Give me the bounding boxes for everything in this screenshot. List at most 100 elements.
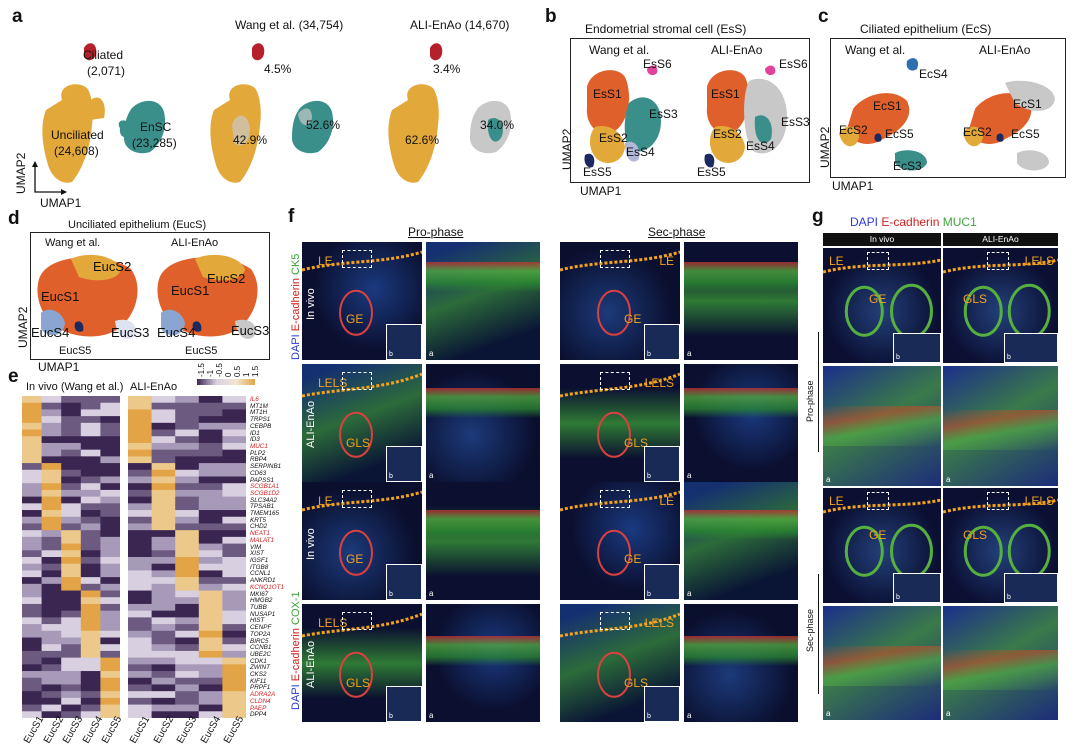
f-bot-ecad: E-cadherin [290, 628, 302, 682]
heatmap-cell [222, 523, 247, 531]
heatmap-cell [100, 657, 121, 665]
heatmap-cell [100, 456, 121, 464]
heatmap-cell [80, 711, 101, 719]
heatmap-cell [61, 711, 82, 719]
c-ecs3: EcS3 [893, 159, 922, 173]
heatmap-cell [22, 583, 43, 592]
heatmap-cell [100, 550, 121, 558]
g-image-grid: LE GE b LELS GLS b a a LE GE b LELS GLS b a a [823, 248, 1058, 720]
umap1-label-a: UMAP1 [40, 196, 82, 210]
heatmap-cell [100, 563, 121, 571]
heatmap-cell [80, 577, 101, 585]
heatmap-cell [198, 563, 223, 571]
heatmap-cell [198, 570, 223, 578]
heatmap-cell [198, 664, 223, 672]
heatmap-cell [22, 429, 43, 437]
f-gland-label: GE [346, 552, 364, 566]
gene-label: XIST [250, 550, 264, 558]
heatmap-cell [128, 630, 153, 638]
heatmap-cell [198, 711, 223, 719]
g-surface-label: LE [829, 254, 844, 268]
heatmap-cell [80, 597, 101, 605]
heatmap-cell [80, 590, 101, 598]
heatmap-cell [222, 691, 247, 699]
heatmap-cell [41, 610, 62, 618]
heatmap-cell [61, 590, 82, 598]
heatmap-cell [222, 409, 247, 417]
g-dapi: DAPI [850, 215, 879, 229]
heatmap-cell [198, 449, 223, 457]
umap2-label-a: UMAP2 [14, 152, 28, 194]
heatmap-cell [61, 416, 82, 424]
heatmap-cell [22, 610, 43, 618]
f-zoom-letter-a: a [429, 589, 434, 598]
heatmap-cell [80, 630, 101, 638]
heatmap-cell [61, 516, 82, 524]
heatmap-cell [100, 697, 121, 706]
heatmap-cell [222, 463, 247, 471]
heatmap-cell [80, 409, 101, 417]
f-micrograph: a [426, 364, 540, 482]
f-surface-label: LELS [644, 376, 674, 390]
heatmap-cell [151, 516, 176, 524]
heatmap-cell [22, 704, 43, 712]
heatmap-cell [22, 422, 43, 431]
gene-label: KIF11 [250, 677, 267, 685]
g-zoom-letter-a: a [826, 475, 831, 484]
umap-a-ali [378, 40, 538, 190]
heatmap-cell [128, 657, 153, 665]
heatmap-cell [80, 489, 101, 498]
heatmap-cell [41, 603, 62, 612]
f-micrograph: a [426, 604, 540, 722]
heatmap-cell [80, 677, 101, 685]
heatmap-cell [100, 664, 121, 672]
heatmap-right-title: ALI-EnAo [130, 381, 178, 393]
heatmap-cell [175, 483, 200, 491]
f-zoom-band [684, 636, 798, 666]
heatmap-cell [22, 624, 43, 632]
heatmap-cell [175, 510, 200, 518]
b-ess3-left: EsS3 [649, 107, 678, 121]
heatmap-cell [198, 610, 223, 618]
heatmap-cell [41, 583, 62, 592]
heatmap-cell [22, 684, 43, 692]
legend-tick: -1 [206, 369, 215, 377]
heatmap-cell [100, 516, 121, 524]
heatmap-cell [100, 429, 121, 437]
heatmap-cell [198, 402, 223, 410]
g-inset-letter-b: b [1007, 354, 1011, 361]
f-bot-cox: COX-1 [290, 591, 302, 625]
f-gland-label: GE [346, 312, 364, 326]
wang-unciliated-pct: 42.9% [233, 133, 268, 147]
heatmap-cell [128, 503, 153, 511]
heatmap-cell [175, 402, 200, 410]
heatmap-cell [128, 530, 153, 538]
heatmap-cell [198, 603, 223, 612]
heatmap-cell [175, 570, 200, 578]
heatmap-cell [128, 516, 153, 524]
heatmap-cell [128, 469, 153, 477]
panel-d-wang: Wang et al. [45, 237, 101, 249]
heatmap-cell [151, 691, 176, 699]
heatmap-cell [61, 697, 82, 706]
heatmap-cell [61, 557, 82, 565]
heatmap-cell [151, 577, 176, 585]
gene-label: IGSF1 [250, 557, 269, 564]
heatmap-cell [198, 543, 223, 551]
heatmap-cell [151, 597, 176, 605]
f-zoom-band [426, 510, 540, 540]
wang-ciliated-pct: 4.5% [264, 62, 292, 76]
heatmap-cell [222, 503, 247, 511]
g-header-ali: ALI-EnAo [943, 233, 1058, 246]
heatmap-cell [175, 610, 200, 618]
heatmap-cell [198, 650, 223, 659]
heatmap-cell [128, 563, 153, 571]
heatmap-cell [198, 436, 223, 444]
panel-c-wang: Wang et al. [845, 43, 906, 57]
heatmap-cell [151, 637, 176, 645]
ensc-count: (23,285) [132, 136, 177, 150]
f-zoom-letter-a: a [687, 589, 692, 598]
f-zoom-box-a [600, 250, 630, 268]
f-inset-b: b [644, 446, 680, 482]
heatmap-cell [128, 402, 153, 410]
